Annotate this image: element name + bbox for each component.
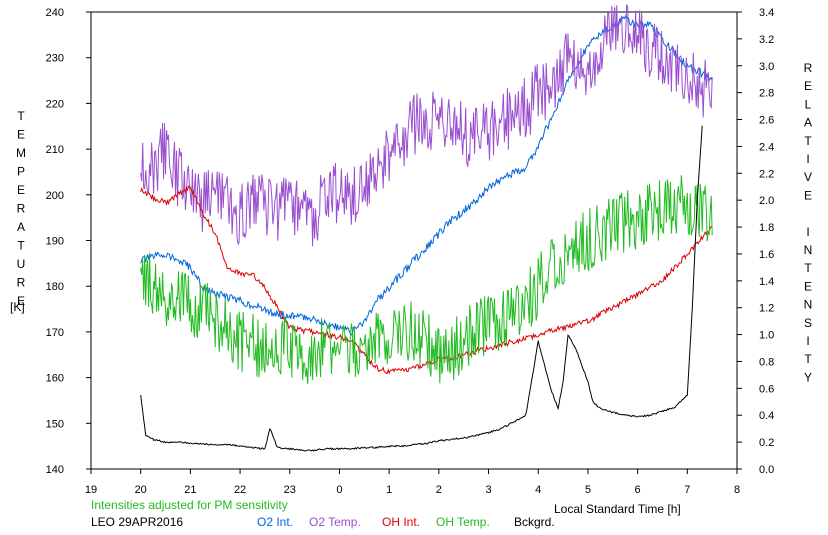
- left-tick-label: 170: [46, 327, 64, 339]
- series-line-oh-int: [140, 184, 713, 375]
- right-axis-label-char: R: [804, 61, 813, 75]
- right-axis-label-char: I: [806, 225, 809, 239]
- left-tick-label: 230: [46, 53, 64, 65]
- x-axis-label: Local Standard Time [h]: [554, 502, 681, 516]
- right-tick-label: 1.6: [759, 249, 774, 261]
- x-tick-label: 19: [85, 484, 97, 496]
- legend-entry: Bckgrd.: [514, 515, 555, 529]
- left-axis-label-char: T: [17, 239, 25, 253]
- right-tick-label: 0.0: [759, 464, 774, 476]
- x-tick-label: 1: [386, 484, 392, 496]
- right-axis-label-char: Y: [804, 370, 812, 384]
- left-axis-label-char: A: [17, 220, 25, 234]
- right-tick-label: 3.4: [759, 7, 774, 19]
- x-tick-label: 8: [734, 484, 740, 496]
- left-axis-label-char: P: [17, 165, 25, 179]
- series-line-o2-temp: [140, 4, 713, 247]
- station-date: LEO 29APR2016: [91, 515, 184, 529]
- left-tick-label: 210: [46, 144, 64, 156]
- left-tick-label: 140: [46, 464, 64, 476]
- x-tick-label: 5: [585, 484, 591, 496]
- plot-border: [90, 11, 738, 470]
- adjustment-note: Intensities adjusted for PM sensitivity: [91, 498, 288, 512]
- right-axis-label-char: A: [804, 116, 812, 130]
- right-tick-label: 2.0: [759, 195, 774, 207]
- right-tick-label: 2.4: [759, 141, 774, 153]
- x-tick-label: 23: [284, 484, 296, 496]
- legend-entry: OH Temp.: [436, 515, 490, 529]
- right-tick-label: 2.8: [759, 88, 774, 100]
- right-tick-label: 0.6: [759, 383, 774, 395]
- series-line-oh-temp: [140, 175, 713, 385]
- right-axis-label-char: E: [804, 188, 812, 202]
- right-axis-label-char: T: [804, 134, 812, 148]
- left-axis-label-char: U: [17, 257, 26, 271]
- right-axis-label-char: N: [804, 298, 813, 312]
- right-axis-label-char: E: [804, 279, 812, 293]
- x-tick-label: 7: [684, 484, 690, 496]
- left-axis-label-char: R: [17, 202, 26, 216]
- legend-entry: O2 Int.: [257, 515, 294, 529]
- x-tick-label: 6: [635, 484, 641, 496]
- legend-entry: O2 Temp.: [309, 515, 361, 529]
- left-tick-label: 220: [46, 98, 64, 110]
- right-axis-label-char: S: [804, 316, 812, 330]
- right-axis-label-char: L: [805, 97, 812, 111]
- right-tick-label: 0.8: [759, 356, 774, 368]
- right-tick-label: 1.4: [759, 276, 774, 288]
- right-axis-label-char: I: [806, 334, 809, 348]
- right-axis-label-char: E: [804, 79, 812, 93]
- left-axis-label-char: E: [17, 294, 25, 308]
- right-axis-label-char: I: [806, 152, 809, 166]
- left-tick-label: 240: [46, 7, 64, 19]
- left-tick-label: 200: [46, 190, 64, 202]
- x-tick-label: 21: [184, 484, 196, 496]
- left-axis-label-char: E: [17, 183, 25, 197]
- series-line-o2-int: [140, 14, 713, 336]
- x-tick-label: 22: [234, 484, 246, 496]
- x-axis-ticks: 19 20 21 22 23 0 1 2 3 4 5 6 7 8: [85, 469, 740, 496]
- left-axis-unit: [K]: [10, 300, 25, 314]
- left-tick-label: 190: [46, 236, 64, 248]
- right-axis-ticks: 0.0 0.2 0.4 0.6 0.8 1.0 1.2 1.4 1.6 1.8 2.0 2.2 2.4 2…: [737, 7, 774, 476]
- right-tick-label: 2.6: [759, 115, 774, 127]
- x-tick-label: 2: [436, 484, 442, 496]
- left-tick-label: 180: [46, 281, 64, 293]
- x-tick-label: 20: [135, 484, 147, 496]
- right-axis-label-char: T: [804, 261, 812, 275]
- series-line-bckgrd: [140, 125, 703, 452]
- plot-area: [90, 11, 738, 470]
- right-tick-label: 3.2: [759, 34, 774, 46]
- left-axis-label-char: M: [16, 146, 26, 160]
- x-tick-label: 0: [336, 484, 342, 496]
- legend-entry: OH Int.: [382, 515, 421, 529]
- right-axis-label-char: N: [804, 243, 813, 257]
- series-layer: [140, 4, 713, 452]
- x-tick-label: 4: [535, 484, 541, 496]
- right-tick-label: 3.0: [759, 61, 774, 73]
- right-tick-label: 2.2: [759, 168, 774, 180]
- right-tick-label: 1.8: [759, 222, 774, 234]
- right-tick-label: 1.0: [759, 330, 774, 342]
- left-tick-label: 160: [46, 373, 64, 385]
- left-axis-ticks: 140 150 160 170 180 190 200 210 220 230 240: [46, 7, 91, 476]
- right-axis-label-char: V: [804, 170, 812, 184]
- x-tick-label: 3: [485, 484, 491, 496]
- left-tick-label: 150: [46, 418, 64, 430]
- right-tick-label: 0.2: [759, 437, 774, 449]
- right-axis-label-char: T: [804, 352, 812, 366]
- right-tick-label: 0.4: [759, 410, 774, 422]
- left-axis-label-char: T: [17, 109, 25, 123]
- left-axis-label-char: R: [17, 276, 26, 290]
- right-tick-label: 1.2: [759, 303, 774, 315]
- left-axis-label-char: E: [17, 128, 25, 142]
